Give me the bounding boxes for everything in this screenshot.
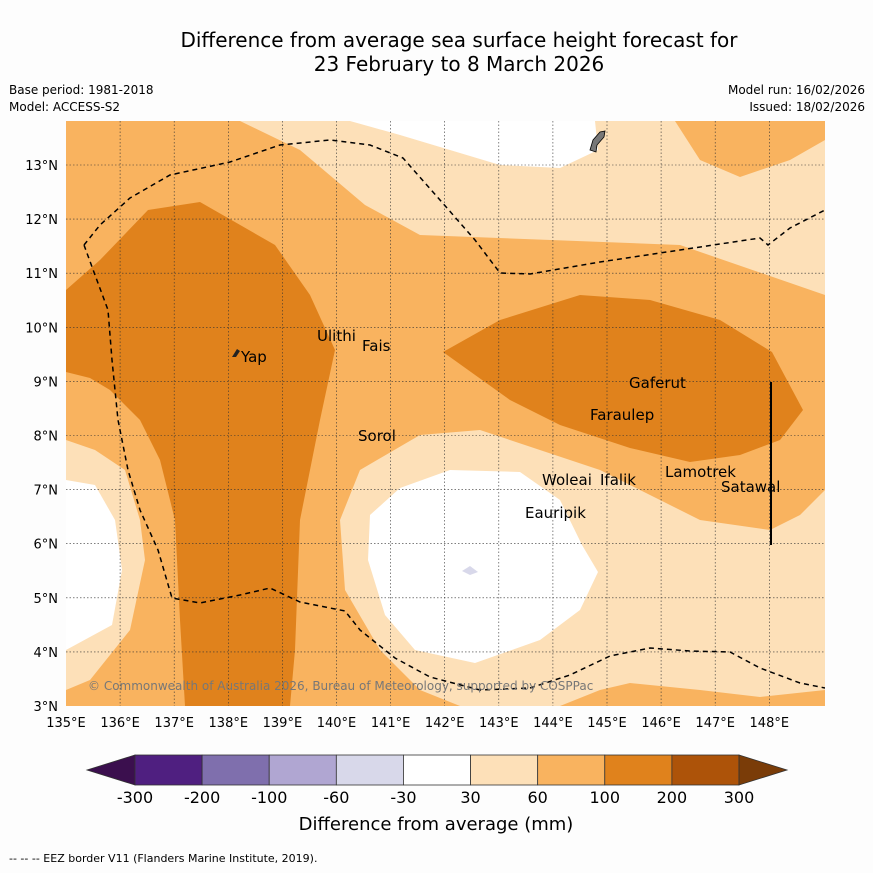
- colorbar-box: [671, 754, 740, 786]
- negative-anomaly-blob: [462, 566, 478, 575]
- band-60-100-south: [560, 683, 825, 706]
- band-60-100-ne: [675, 121, 825, 177]
- colorbar-box: [403, 754, 471, 786]
- y-tick-label: 11°N: [25, 267, 58, 282]
- colorbar-tick-label: -300: [117, 788, 153, 807]
- band-100-200-west: [66, 202, 335, 706]
- place-label-sorol: Sorol: [358, 427, 396, 445]
- place-label-woleai: Woleai: [542, 471, 592, 489]
- place-label-fais: Fais: [362, 337, 391, 355]
- x-tick-label: 138°E: [209, 716, 249, 731]
- issued-date: Issued: 18/02/2026: [749, 100, 865, 114]
- y-tick-label: 4°N: [34, 646, 59, 661]
- y-tick-label: 9°N: [34, 375, 59, 390]
- y-tick-label: 13°N: [25, 159, 58, 174]
- model-name: Model: ACCESS-S2: [9, 100, 121, 114]
- place-label-gaferut: Gaferut: [629, 374, 686, 392]
- x-tick-label: 141°E: [371, 716, 411, 731]
- place-label-ifalik: Ifalik: [600, 471, 636, 489]
- meta-left: Base period: 1981-2018 Model: ACCESS-S2: [9, 82, 154, 116]
- colorbar-box: [470, 754, 539, 786]
- x-tick-label: 135°E: [46, 716, 86, 731]
- footer-note: -- -- -- EEZ border V11 (Flanders Marine…: [9, 852, 318, 865]
- place-label-faraulep: Faraulep: [590, 406, 654, 424]
- place-label-lamotrek: Lamotrek: [665, 463, 736, 481]
- map-plot: [66, 121, 825, 706]
- place-labels: Yap Ulithi Fais Sorol Gaferut Faraulep Woleai I…: [240, 327, 780, 522]
- copyright-text: © Commonwealth of Australia 2026, Bureau…: [88, 679, 593, 693]
- x-tick-label: 136°E: [100, 716, 140, 731]
- colorbar-tick-label: -60: [323, 788, 349, 807]
- x-tick-label: 143°E: [479, 716, 519, 731]
- colorbar-extend-high: [738, 754, 789, 786]
- place-label-ulithi: Ulithi: [317, 327, 356, 345]
- colorbar-tick-label: -30: [390, 788, 416, 807]
- place-label-satawal: Satawal: [721, 478, 780, 496]
- band-neutral-centre: [368, 470, 598, 663]
- colorbar-tick-label: 100: [590, 788, 621, 807]
- band-neutral-west: [66, 480, 122, 650]
- colorbar-box: [201, 754, 270, 786]
- band-100-200-east: [443, 295, 803, 462]
- colorbar-tick-label: 200: [657, 788, 688, 807]
- meta-right: Model run: 16/02/2026 Issued: 18/02/2026: [728, 82, 865, 116]
- colorbar-extend-low: [85, 754, 136, 786]
- band-neutral-north: [350, 121, 598, 168]
- title-line-1: Difference from average sea surface heig…: [180, 28, 738, 52]
- place-label-eauripik: Eauripik: [525, 504, 586, 522]
- y-tick-label: 12°N: [25, 213, 58, 228]
- map-title: Difference from average sea surface heig…: [45, 28, 873, 76]
- x-tick-label: 146°E: [641, 716, 681, 731]
- base-period: Base period: 1981-2018: [9, 83, 154, 97]
- y-tick-label: 8°N: [34, 430, 59, 445]
- title-line-2: 23 February to 8 March 2026: [313, 52, 605, 76]
- x-tick-label: 139°E: [263, 716, 303, 731]
- colorbar-box: [604, 754, 673, 786]
- eez-border: [83, 139, 825, 691]
- x-tick-label: 137°E: [154, 716, 194, 731]
- colorbar-box: [537, 754, 606, 786]
- colorbar-box: [268, 754, 337, 786]
- island-yap: [232, 349, 240, 357]
- y-tick-label: 6°N: [34, 538, 59, 553]
- x-tick-label: 145°E: [587, 716, 627, 731]
- colorbar-box: [335, 754, 404, 786]
- colorbar-tick-label: -100: [251, 788, 287, 807]
- gridlines: [66, 121, 825, 706]
- y-axis-ticks: 13°N 12°N 11°N 10°N 9°N 8°N 7°N 6°N 5°N 4°N 3°N: [25, 159, 58, 715]
- x-tick-label: 148°E: [750, 716, 790, 731]
- island-guam: [589, 130, 606, 153]
- colorbar-tick-label: 30: [460, 788, 480, 807]
- y-tick-label: 3°N: [34, 700, 59, 715]
- x-axis-ticks: 135°E 136°E 137°E 138°E 139°E 140°E 141°E 142°E…: [46, 716, 789, 731]
- y-tick-label: 7°N: [34, 484, 59, 499]
- colorbar-title: Difference from average (mm): [299, 814, 574, 835]
- colorbar-tick-label: 300: [724, 788, 755, 807]
- x-tick-label: 144°E: [533, 716, 573, 731]
- colorbar-tick-label: -200: [184, 788, 220, 807]
- y-tick-label: 5°N: [34, 592, 59, 607]
- colorbar-box: [134, 754, 203, 786]
- colorbar: -300 -200 -100 -60 -30 30 60 100 200 300: [85, 754, 789, 807]
- colorbar-tick-label: 60: [527, 788, 547, 807]
- x-tick-label: 147°E: [695, 716, 735, 731]
- model-run: Model run: 16/02/2026: [727, 83, 865, 97]
- place-label-yap: Yap: [240, 348, 267, 366]
- x-tick-label: 140°E: [317, 716, 357, 731]
- y-tick-label: 10°N: [25, 321, 58, 336]
- x-tick-label: 142°E: [425, 716, 465, 731]
